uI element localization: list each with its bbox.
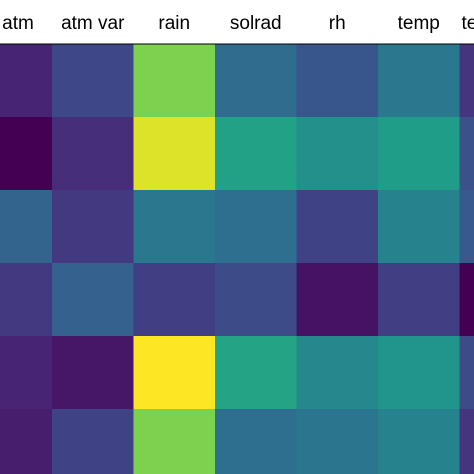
heatmap-cell bbox=[0, 409, 52, 474]
heatmap-cell bbox=[133, 190, 215, 263]
heatmap-cell bbox=[215, 409, 297, 474]
heatmap-cell bbox=[133, 409, 215, 474]
heatmap-cell bbox=[52, 117, 134, 190]
heatmap-cell bbox=[52, 409, 134, 474]
heatmap-cell bbox=[52, 190, 134, 263]
heatmap-cell bbox=[459, 263, 474, 336]
column-label: solrad bbox=[230, 13, 282, 34]
heatmap-cell bbox=[0, 117, 52, 190]
heatmap-cell bbox=[296, 190, 378, 263]
heatmap-cell bbox=[215, 190, 297, 263]
heatmap-cell bbox=[378, 117, 460, 190]
heatmap-cell bbox=[296, 263, 378, 336]
heatmap-cell bbox=[215, 263, 297, 336]
heatmap-cell bbox=[133, 117, 215, 190]
heatmap-cell bbox=[296, 44, 378, 117]
column-label: te bbox=[462, 13, 474, 34]
heatmap-cell bbox=[52, 44, 134, 117]
column-label: rain bbox=[158, 13, 190, 34]
heatmap-cell bbox=[0, 263, 52, 336]
heatmap-cell bbox=[459, 336, 474, 409]
heatmap-cell bbox=[378, 44, 460, 117]
heatmap-cell bbox=[133, 336, 215, 409]
heatmap-cell bbox=[378, 336, 460, 409]
column-label: atm bbox=[2, 13, 34, 34]
heatmap-cell bbox=[378, 190, 460, 263]
heatmap-cell bbox=[459, 44, 474, 117]
heatmap-cell bbox=[215, 44, 297, 117]
heatmap-cell bbox=[215, 336, 297, 409]
column-label: rh bbox=[329, 13, 346, 34]
heatmap-cell bbox=[296, 409, 378, 474]
heatmap-cell bbox=[296, 336, 378, 409]
heatmap-cell bbox=[378, 263, 460, 336]
heatmap-cell bbox=[133, 263, 215, 336]
column-label: temp bbox=[398, 13, 440, 34]
heatmap-cell bbox=[459, 117, 474, 190]
heatmap-cell bbox=[215, 117, 297, 190]
heatmap-cell bbox=[459, 409, 474, 474]
heatmap-cell bbox=[0, 190, 52, 263]
heatmap-cell bbox=[133, 44, 215, 117]
heatmap-cell bbox=[459, 190, 474, 263]
heatmap-cell bbox=[378, 409, 460, 474]
heatmap-cell bbox=[0, 44, 52, 117]
heatmap-cell bbox=[52, 336, 134, 409]
heatmap-cell bbox=[0, 336, 52, 409]
column-label: atm var bbox=[61, 13, 125, 34]
heatmap-cell bbox=[296, 117, 378, 190]
heatmap-cell bbox=[52, 263, 134, 336]
